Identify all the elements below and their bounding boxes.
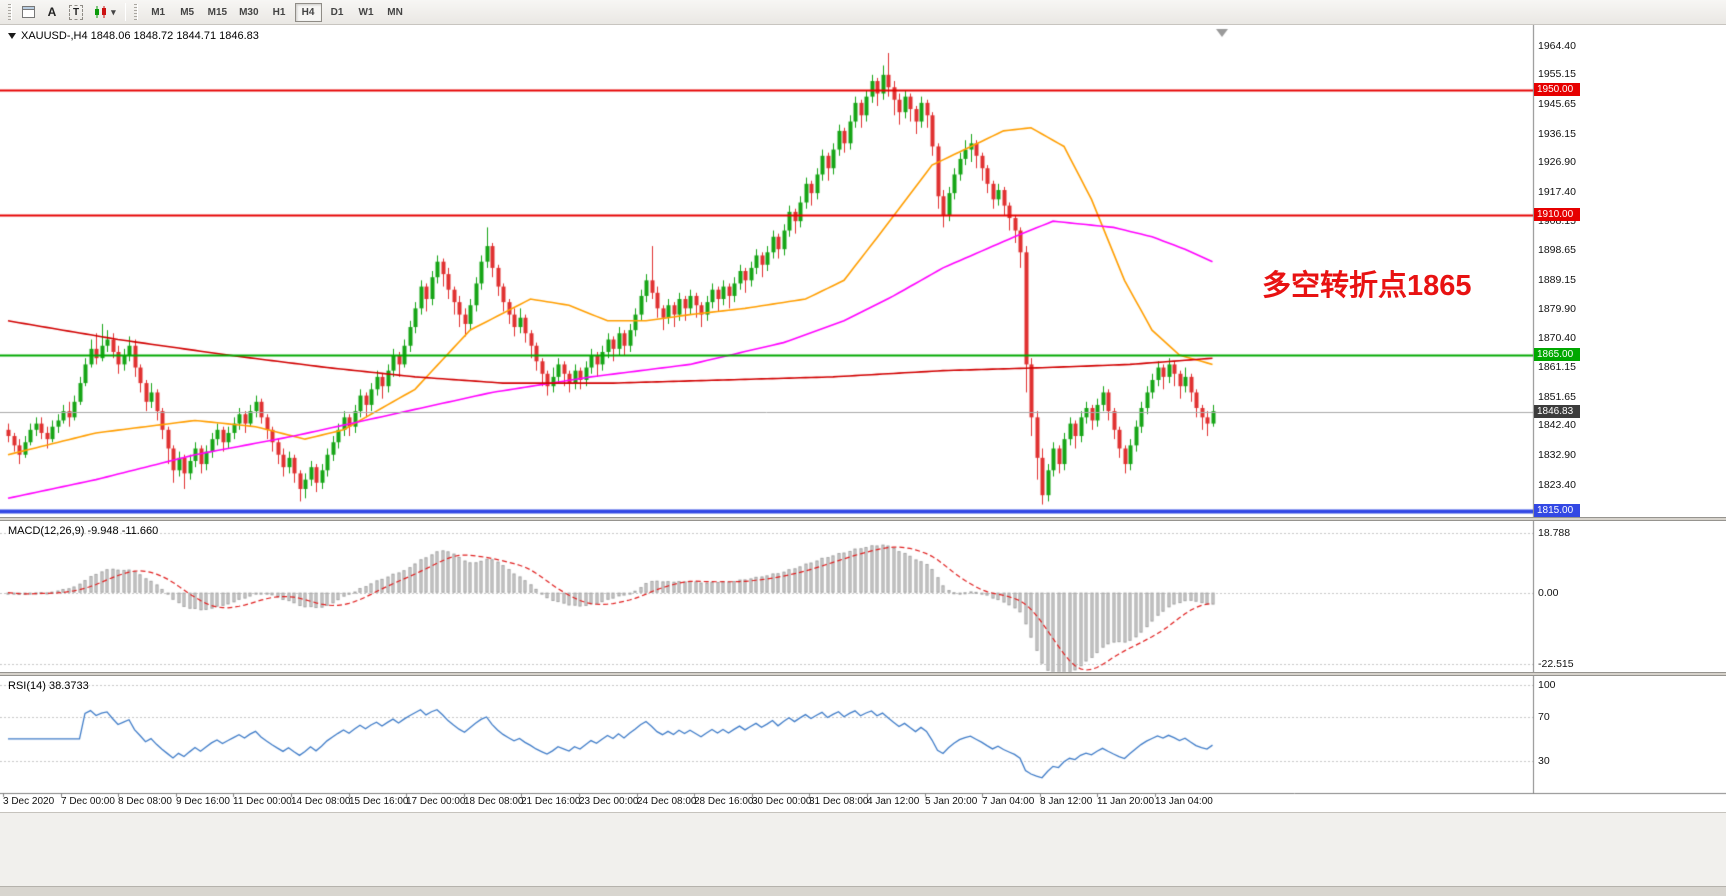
price-axis-label: 1879.90 bbox=[1538, 303, 1576, 315]
text-tool-button[interactable]: T bbox=[65, 2, 87, 22]
price-level-tag: 1865.00 bbox=[1534, 348, 1580, 361]
timeframe-m5[interactable]: M5 bbox=[174, 3, 201, 22]
font-tool-button[interactable]: A bbox=[41, 2, 63, 22]
toolbar-drag-handle[interactable] bbox=[8, 4, 12, 20]
time-axis-label: 7 Dec 00:00 bbox=[61, 796, 115, 807]
price-level-tag: 1950.00 bbox=[1534, 83, 1580, 96]
timeframe-mn[interactable]: MN bbox=[382, 3, 409, 22]
time-axis-label: 28 Dec 16:00 bbox=[694, 796, 754, 807]
window-bottom-area bbox=[0, 812, 1726, 886]
chart-area: XAUUSD-,H4 1848.06 1848.72 1844.71 1846.… bbox=[0, 25, 1726, 812]
macd-axis-label: 0.00 bbox=[1538, 587, 1559, 599]
symbol-ohlc-text: XAUUSD-,H4 1848.06 1848.72 1844.71 1846.… bbox=[21, 30, 259, 42]
price-axis-label: 1955.15 bbox=[1538, 68, 1576, 80]
symbol-info: XAUUSD-,H4 1848.06 1848.72 1844.71 1846.… bbox=[8, 30, 259, 42]
time-axis-label: 23 Dec 00:00 bbox=[579, 796, 639, 807]
price-level-tag: 1815.00 bbox=[1534, 504, 1580, 517]
timeframe-m30[interactable]: M30 bbox=[234, 3, 263, 22]
current-price-tag: 1846.83 bbox=[1534, 405, 1580, 418]
time-axis-label: 21 Dec 16:00 bbox=[521, 796, 581, 807]
time-axis-label: 30 Dec 00:00 bbox=[752, 796, 812, 807]
time-axis-label: 14 Dec 08:00 bbox=[291, 796, 351, 807]
time-axis-label: 8 Dec 08:00 bbox=[118, 796, 172, 807]
time-axis-label: 7 Jan 04:00 bbox=[982, 796, 1035, 807]
rsi-axis-label: 30 bbox=[1538, 755, 1550, 767]
price-axis-label: 1898.65 bbox=[1538, 244, 1576, 256]
timeframe-h1[interactable]: H1 bbox=[266, 3, 293, 22]
pane-splitter[interactable] bbox=[0, 517, 1726, 521]
price-level-tag: 1910.00 bbox=[1534, 208, 1580, 221]
toolbar-drag-handle[interactable] bbox=[133, 4, 138, 20]
time-axis-label: 31 Dec 08:00 bbox=[809, 796, 869, 807]
time-axis-label: 18 Dec 08:00 bbox=[464, 796, 524, 807]
price-axis-label: 1832.90 bbox=[1538, 449, 1576, 461]
macd-axis-label: -22.515 bbox=[1538, 658, 1574, 670]
price-axis-label: 1917.40 bbox=[1538, 186, 1576, 198]
rsi-axis-label: 70 bbox=[1538, 711, 1550, 723]
time-axis-label: 13 Jan 04:00 bbox=[1155, 796, 1213, 807]
candlestick-icon bbox=[95, 6, 107, 18]
toolbar: A T ▾ M1 M5 M15 M30 H1 H4 D1 W1 MN bbox=[0, 0, 1726, 25]
price-chart-canvas[interactable] bbox=[0, 25, 1726, 812]
macd-indicator-label: MACD(12,26,9) -9.948 -11.660 bbox=[8, 525, 159, 537]
price-axis-label: 1851.65 bbox=[1538, 391, 1576, 403]
rsi-axis-label: 100 bbox=[1538, 679, 1556, 691]
timeframe-h4[interactable]: H4 bbox=[294, 2, 322, 22]
time-axis-label: 24 Dec 08:00 bbox=[637, 796, 697, 807]
time-axis-label: 15 Dec 16:00 bbox=[349, 796, 409, 807]
time-axis-label: 11 Jan 20:00 bbox=[1097, 796, 1155, 807]
time-axis-label: 3 Dec 2020 bbox=[3, 796, 55, 807]
price-axis-label: 1823.40 bbox=[1538, 479, 1576, 491]
time-axis-label: 5 Jan 20:00 bbox=[925, 796, 978, 807]
text-tool-label: T bbox=[69, 4, 84, 20]
timeframe-m1[interactable]: M1 bbox=[145, 3, 172, 22]
price-axis-label: 1870.40 bbox=[1538, 332, 1576, 344]
timeframe-w1[interactable]: W1 bbox=[353, 3, 380, 22]
price-axis-label: 1842.40 bbox=[1538, 419, 1576, 431]
timeframe-d1[interactable]: D1 bbox=[324, 3, 351, 22]
new-chart-button[interactable] bbox=[17, 2, 39, 22]
chart-annotation: 多空转折点1865 bbox=[1262, 270, 1472, 302]
price-axis-label: 1889.15 bbox=[1538, 274, 1576, 286]
one-click-trading-arrow-icon[interactable] bbox=[8, 33, 16, 39]
pane-splitter[interactable] bbox=[0, 672, 1726, 676]
macd-axis-label: 18.788 bbox=[1538, 527, 1571, 539]
time-axis-label: 8 Jan 12:00 bbox=[1040, 796, 1093, 807]
time-axis-label: 9 Dec 16:00 bbox=[176, 796, 230, 807]
chart-window-icon bbox=[21, 6, 35, 18]
time-axis-label: 17 Dec 00:00 bbox=[406, 796, 466, 807]
chart-type-button[interactable]: ▾ bbox=[89, 2, 120, 22]
price-axis-label: 1945.65 bbox=[1538, 98, 1576, 110]
price-axis-label: 1861.15 bbox=[1538, 361, 1576, 373]
price-axis-label: 1936.15 bbox=[1538, 128, 1576, 140]
rsi-indicator-label: RSI(14) 38.3733 bbox=[8, 680, 89, 692]
price-axis-label: 1926.90 bbox=[1538, 156, 1576, 168]
dropdown-arrow-icon: ▾ bbox=[111, 6, 116, 17]
window-bottom-edge bbox=[0, 886, 1726, 896]
time-axis-label: 11 Dec 00:00 bbox=[233, 796, 292, 807]
price-axis-label: 1964.40 bbox=[1538, 40, 1576, 52]
time-axis-label: 4 Jan 12:00 bbox=[867, 796, 920, 807]
timeframe-group: M1 M5 M15 M30 H1 H4 D1 W1 MN bbox=[144, 2, 410, 22]
timeframe-m15[interactable]: M15 bbox=[203, 3, 232, 22]
toolbar-separator bbox=[124, 3, 126, 21]
